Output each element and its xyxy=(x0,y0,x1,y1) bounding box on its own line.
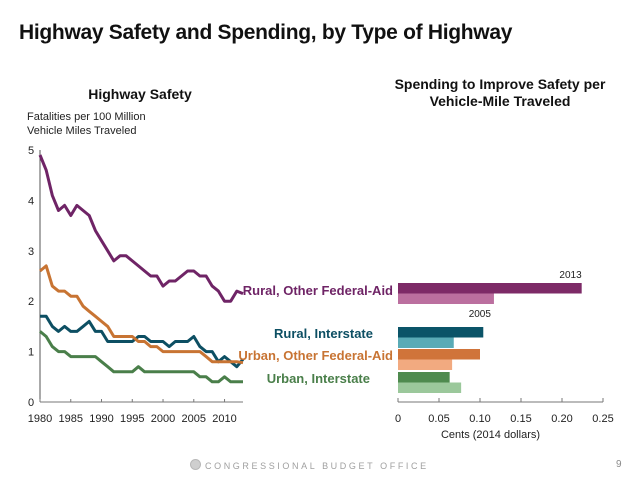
bar-2013-rural-interstate xyxy=(398,327,484,338)
category-label-rural-interstate: Rural, Interstate xyxy=(274,326,373,341)
line-chart-y-tick-label: 5 xyxy=(28,145,34,157)
category-label-urban-interstate: Urban, Interstate xyxy=(266,371,370,386)
bar-chart-x-tick-label: 0.25 xyxy=(592,413,613,425)
line-chart-x-tick-label: 1990 xyxy=(89,413,113,425)
line-chart-y-tick-label: 4 xyxy=(28,195,34,207)
page-number: 9 xyxy=(616,459,622,470)
line-chart-y-tick-label: 1 xyxy=(28,347,34,359)
line-chart-y-tick-label: 3 xyxy=(28,246,34,258)
bar-2013-urban-other-federal-aid xyxy=(398,349,480,360)
bar-chart-title: Spending to Improve Safety per Vehicle-M… xyxy=(394,76,606,109)
line-chart-title: Highway Safety xyxy=(88,86,192,102)
line-series-urban-interstate xyxy=(39,330,243,384)
bar-2005-urban-other-federal-aid xyxy=(398,359,453,370)
footer-organization: CONGRESSIONAL BUDGET OFFICE xyxy=(205,461,429,471)
line-chart-y-tick-label: 0 xyxy=(28,397,34,409)
bar-2013-urban-interstate xyxy=(398,372,450,383)
line-chart-x-tick-label: 1985 xyxy=(59,413,83,425)
line-series-rural-other-federal-aid xyxy=(38,154,244,303)
bar-chart-x-tick-label: 0 xyxy=(395,413,401,425)
line-series-rural-interstate xyxy=(40,314,245,369)
bar-2005-urban-interstate xyxy=(398,382,462,393)
category-label-rural-other-federal-aid: Rural, Other Federal-Aid xyxy=(242,283,393,298)
line-chart-y-axis-label: Fatalities per 100 Million Vehicle Miles… xyxy=(27,111,146,137)
bar-chart-x-tick-label: 0.15 xyxy=(510,413,531,425)
line-chart-x-tick-label: 2010 xyxy=(212,413,236,425)
line-chart-x-tick-label: 2000 xyxy=(151,413,175,425)
bar-annotation-2005: 2005 xyxy=(469,309,492,320)
bar-annotation-2013: 2013 xyxy=(559,270,582,281)
line-series-urban-other-federal-aid xyxy=(39,264,244,365)
bar-chart-x-tick-label: 0.05 xyxy=(428,413,449,425)
category-label-urban-other-federal-aid: Urban, Other Federal-Aid xyxy=(238,348,393,363)
bar-2005-rural-interstate xyxy=(398,337,454,348)
bar-chart-x-tick-label: 0.10 xyxy=(469,413,490,425)
line-chart-y-tick-label: 2 xyxy=(28,296,34,308)
line-chart-x-tick-label: 2005 xyxy=(182,413,206,425)
bar-chart-x-axis-label: Cents (2014 dollars) xyxy=(441,429,540,441)
cbo-seal-icon xyxy=(190,459,201,470)
bar-chart-x-tick-label: 0.20 xyxy=(551,413,572,425)
bar-2005-rural-other-federal-aid xyxy=(398,293,494,304)
page-title: Highway Safety and Spending, by Type of … xyxy=(19,21,513,44)
line-chart-x-tick-label: 1995 xyxy=(120,413,144,425)
bar-2013-rural-other-federal-aid xyxy=(398,283,582,294)
line-chart-x-tick-label: 1980 xyxy=(28,413,52,425)
